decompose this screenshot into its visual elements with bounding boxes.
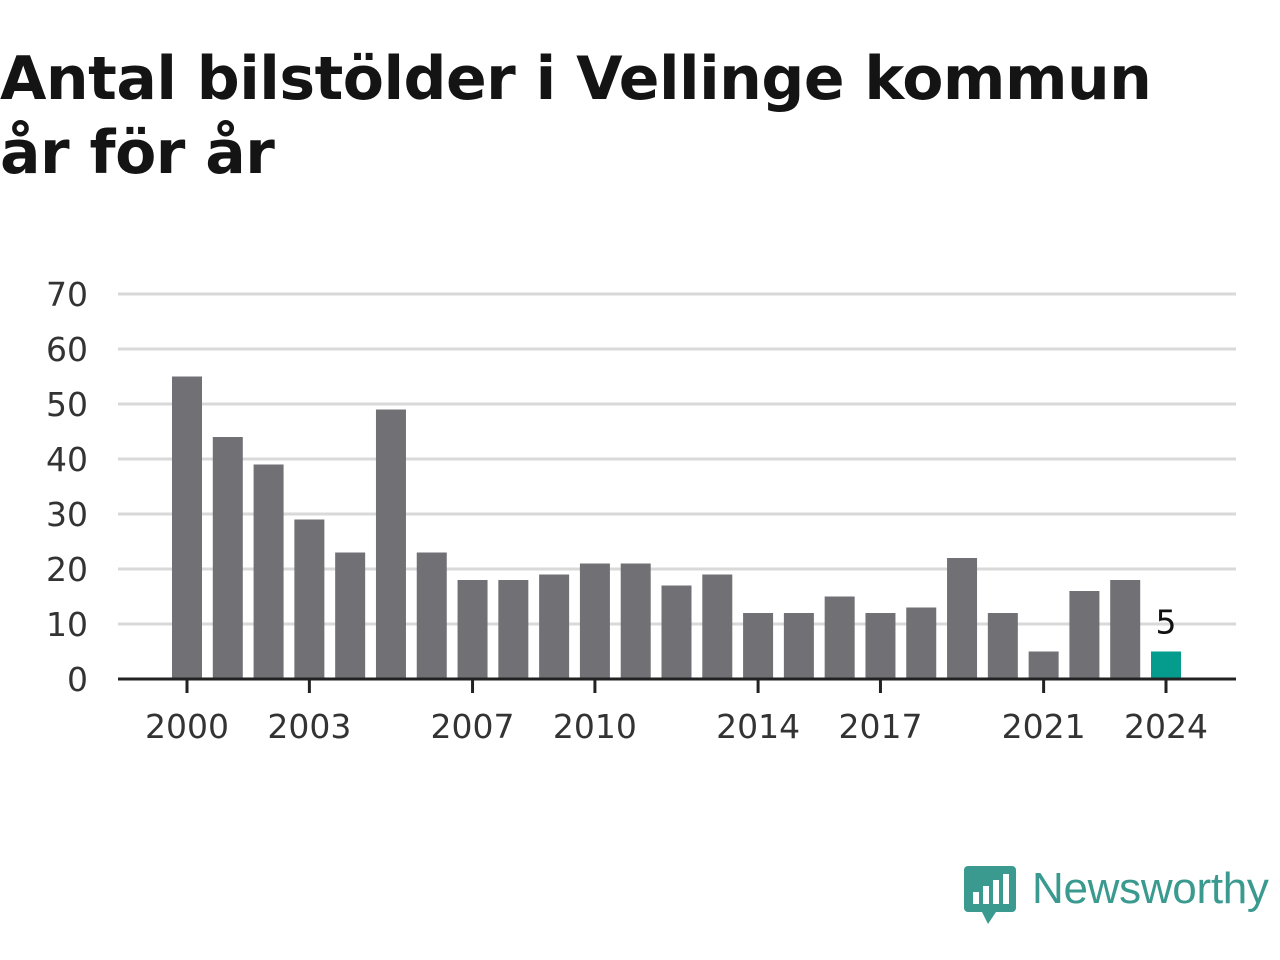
bar-2017 [865,613,896,679]
x-tick-label: 2014 [716,707,800,746]
bar-2011 [620,563,651,679]
bar-2008 [498,580,529,679]
y-tick-label: 20 [46,550,88,589]
y-tick-label: 0 [67,660,88,699]
bar-2023 [1110,580,1141,679]
y-tick-label: 30 [46,495,88,534]
y-tick-label: 70 [46,275,88,314]
bar-2009 [539,574,570,679]
bar-2005 [375,409,406,679]
x-axis-ticks: 2000 2003 2007 2010 2014 2017 2021 2024 [145,679,1208,746]
bar-2004 [335,552,366,679]
bar-2019 [947,558,978,679]
y-tick-label: 40 [46,440,88,479]
x-tick-label: 2003 [267,707,351,746]
x-tick-label: 2024 [1124,707,1208,746]
y-tick-label: 50 [46,385,88,424]
bar-2003 [294,519,325,679]
bar-2012 [661,585,692,679]
bar-2006 [416,552,447,679]
bar-2007 [457,580,488,679]
bar-2020 [987,613,1018,679]
x-tick-label: 2000 [145,707,229,746]
chart-title: Antal bilstölder i Vellinge kommun år fö… [0,44,1152,188]
bar-2001 [212,437,243,679]
y-tick-label: 10 [46,605,88,644]
bars [172,376,1181,679]
bar-2014 [743,613,774,679]
bar-2016 [824,596,855,679]
newsworthy-logo: Newsworthy [964,866,1269,928]
newsworthy-wordmark: Newsworthy [1032,864,1269,913]
bar-2021 [1028,651,1059,679]
gridlines [118,292,1236,626]
y-axis-ticks: 0 10 20 30 40 50 60 70 [46,275,88,699]
data-labels: 5 [1156,603,1177,642]
bar-2022 [1069,591,1100,679]
bar-2018 [906,607,937,679]
bar-2015 [783,613,814,679]
x-tick-label: 2010 [553,707,637,746]
bar-2013 [702,574,733,679]
x-tick-label: 2017 [838,707,922,746]
bar-2010 [579,563,610,679]
data-label: 5 [1156,603,1177,642]
bar-2024 [1151,651,1181,679]
newsworthy-logo-icon [964,866,1016,924]
x-tick-label: 2021 [1002,707,1086,746]
bar-2000 [172,376,202,679]
bar-2002 [253,464,284,679]
y-tick-label: 60 [46,330,88,369]
x-tick-label: 2007 [431,707,515,746]
